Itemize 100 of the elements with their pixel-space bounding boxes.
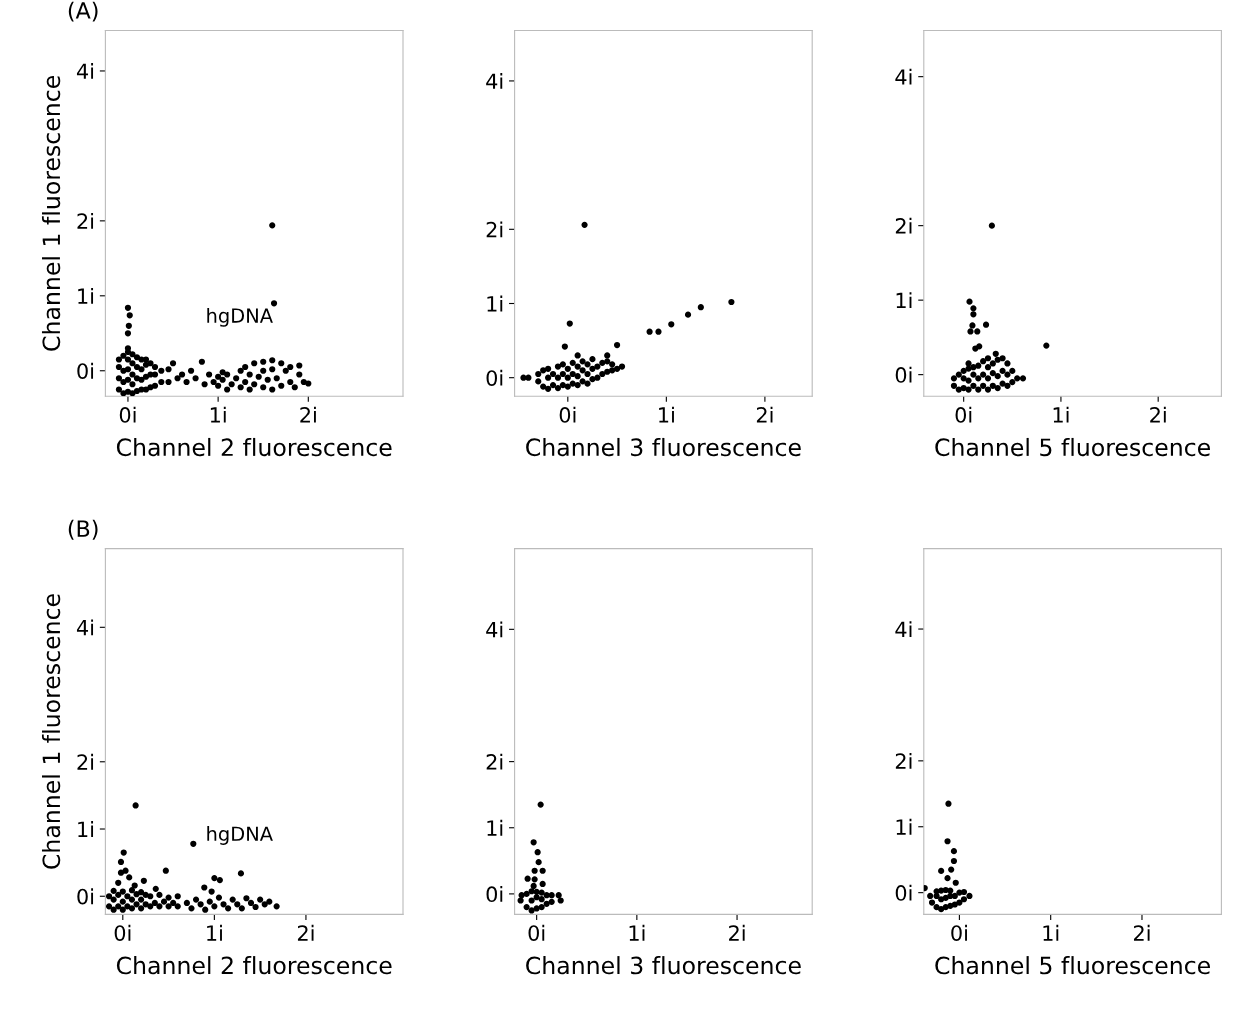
y-tick-label: 1i	[78, 287, 94, 304]
point	[951, 892, 958, 900]
point	[530, 839, 537, 846]
point	[948, 866, 955, 873]
point	[989, 382, 996, 389]
point	[1009, 367, 1016, 375]
point	[970, 371, 977, 378]
point	[966, 298, 973, 305]
point	[535, 859, 542, 866]
point	[539, 880, 546, 888]
point	[970, 311, 977, 318]
point	[528, 897, 535, 904]
point	[554, 384, 562, 392]
y-tick-label: 2i	[486, 753, 503, 770]
point	[574, 373, 581, 380]
point	[960, 375, 967, 382]
y-tick-label: 0i	[895, 366, 912, 383]
point	[524, 875, 531, 882]
point	[554, 363, 562, 370]
point	[967, 328, 974, 335]
point	[579, 378, 586, 385]
point	[618, 363, 626, 370]
point	[974, 328, 981, 335]
point	[538, 904, 545, 911]
point	[982, 321, 990, 328]
point	[970, 382, 977, 389]
y-tick-label: 2i	[895, 217, 912, 234]
point	[1004, 360, 1011, 367]
point	[646, 328, 653, 335]
point	[999, 367, 1006, 375]
point	[594, 363, 601, 370]
point	[975, 386, 982, 393]
point	[994, 373, 1001, 380]
point	[1019, 375, 1027, 382]
point	[584, 361, 591, 368]
point	[950, 857, 958, 865]
point	[559, 370, 566, 378]
y-tick-label: 4i	[486, 73, 503, 89]
x-tick-label: 0i	[119, 406, 136, 423]
point	[579, 367, 586, 374]
point	[988, 222, 995, 229]
point	[574, 363, 581, 370]
x-tick-label: 2i	[729, 924, 745, 941]
x-tick-label: 0i	[951, 924, 967, 941]
x-tick-label: 0i	[955, 406, 972, 423]
point	[938, 896, 945, 903]
point	[609, 367, 616, 374]
point	[539, 867, 546, 874]
y-tick-label: 0i	[77, 888, 94, 905]
point	[599, 370, 606, 378]
point	[955, 371, 962, 378]
point	[989, 360, 996, 367]
point	[984, 355, 992, 362]
point	[984, 386, 992, 393]
point	[980, 358, 987, 365]
point	[581, 221, 588, 228]
point	[928, 899, 936, 906]
point	[965, 377, 972, 384]
point	[947, 887, 954, 894]
x-axis-title: Channel 3 fluorescence	[526, 956, 801, 975]
y-tick-label: 1i	[487, 819, 503, 836]
point	[956, 899, 963, 906]
point	[594, 374, 601, 381]
point	[518, 892, 525, 899]
point	[525, 374, 532, 381]
point	[540, 367, 547, 374]
y-axis-title: Channel 1 fluorescence	[41, 76, 61, 351]
point	[668, 321, 675, 328]
point	[584, 380, 591, 387]
point	[955, 386, 962, 393]
point	[559, 382, 566, 389]
point	[549, 370, 557, 378]
y-tick-label: 1i	[896, 818, 912, 835]
y-tick-label: 2i	[486, 221, 503, 238]
point	[523, 904, 530, 911]
point	[960, 896, 968, 903]
point	[557, 897, 564, 904]
text: (A)	[68, 1, 98, 22]
point	[609, 361, 616, 368]
point	[980, 382, 987, 389]
point	[584, 370, 591, 378]
point	[999, 380, 1006, 387]
point	[950, 848, 958, 855]
x-tick-label: 0i	[559, 406, 576, 423]
x-axis-title: Channel 2 fluorescence	[116, 437, 392, 457]
point	[966, 892, 973, 900]
point	[561, 343, 568, 350]
text: (B)	[68, 519, 98, 540]
point	[554, 374, 562, 381]
point	[537, 801, 544, 808]
point	[994, 356, 1001, 363]
x-tick-label: 0i	[528, 924, 545, 941]
point	[613, 341, 621, 349]
point	[534, 849, 541, 856]
x-tick-label: 1i	[210, 406, 226, 423]
x-axis-title: Channel 5 fluorescence	[935, 956, 1210, 975]
y-tick-label: 1i	[487, 295, 503, 312]
point	[533, 888, 540, 896]
point	[545, 365, 552, 372]
x-tick-label: 1i	[659, 406, 674, 423]
